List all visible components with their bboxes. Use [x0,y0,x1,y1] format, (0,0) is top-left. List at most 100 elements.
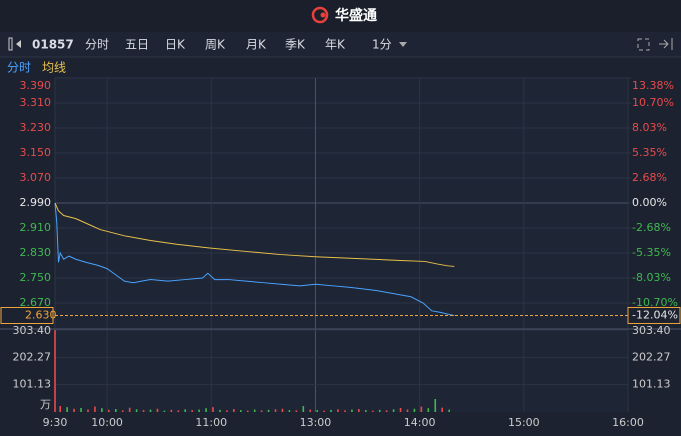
current-pct-box [627,306,681,324]
volume-bar [441,407,444,412]
y2-tick-label: -5.35% [632,246,671,259]
y-tick-label: 3.390 [20,79,52,92]
volume-bar [274,409,277,412]
tab[interactable]: 月K [246,38,267,52]
volume-bar [316,410,318,412]
stock-code: 01857 [32,38,74,52]
y-tick-label: 3.230 [20,121,52,134]
line-series [54,202,455,316]
y2-tick-label: 10.70% [632,96,674,109]
volume-bar [212,407,214,412]
current-price-box [0,307,54,324]
y-tick-label: 3.070 [20,171,52,184]
volume-bar [205,408,207,412]
volume-bar [163,410,166,412]
expand-icon[interactable] [659,38,673,50]
toolbar [0,32,681,57]
volume-bar [406,409,409,412]
volume-bar [295,410,298,412]
volume-bar [351,409,353,412]
volume-bar [66,407,68,412]
volume-bar [219,409,221,412]
y2-tick-label: -2.68% [632,221,671,234]
tab[interactable]: 周K [205,38,226,52]
y-tick-label: 3.150 [20,146,52,159]
y-tick-label: 2.910 [20,221,52,234]
y2-tick-label: 2.68% [632,171,667,184]
y-tick-label: 3.310 [20,96,52,109]
volume-bar [371,410,374,412]
tab[interactable]: 五日 [125,38,149,52]
legend-avg: 均线 [42,61,66,75]
volume-bar [73,408,75,412]
volume-bar [267,409,270,412]
volume-bar [226,410,228,412]
x-tick-label: 13:00 [300,416,332,429]
tab[interactable]: 分时 [85,38,109,52]
current-price-label: 2.630 [25,309,57,322]
x-tick-label: 10:00 [91,416,123,429]
x-tick-label: 9:30 [43,416,68,429]
volume-bar [59,406,62,412]
volume-tick-label: 303.40 [632,324,671,337]
logo [311,6,329,24]
volume-bar [94,406,96,412]
volume-bar [135,409,138,412]
dropdown-arrow[interactable] [399,42,407,47]
volume-bar [114,409,117,412]
volume-tick-label: 303.40 [13,324,52,337]
volume-bar [378,409,381,412]
current-pct-label: -12.04% [632,308,678,321]
y-tick-label: 2.670 [20,296,52,309]
volume-bar [177,410,180,412]
logo-dot [320,12,326,18]
tab[interactable]: 年K [325,38,346,52]
y2-tick-label: 13.38% [632,79,674,92]
volume-bar [246,410,249,412]
volume-bar [149,409,152,412]
volume-bar [399,407,402,412]
volume-bar [260,410,263,412]
volume-bar [420,406,423,412]
period-select[interactable]: 1分 [372,38,392,52]
y2-tick-label: 8.03% [632,121,667,134]
collapse-arrow[interactable] [16,40,21,48]
x-tick-label: 14:00 [404,416,436,429]
y2-tick-label: 5.35% [632,146,667,159]
y2-tick-label: -8.03% [632,271,671,284]
y-tick-label: 2.990 [20,196,52,209]
volume-bar [302,406,305,412]
collapse-icon[interactable] [8,37,13,51]
volume-bar [184,409,187,412]
tab[interactable]: 季K [285,38,306,52]
volume-bar [253,409,256,412]
x-tick-label: 16:00 [612,416,644,429]
volume-tick-label: 101.13 [13,378,52,391]
line-series [54,202,455,267]
plot-area [55,78,628,412]
x-tick-label: 15:00 [508,416,540,429]
volume-bar [80,407,82,412]
volume-bar [108,409,110,412]
volume-tick-label: 202.27 [632,350,671,363]
volume-bar [198,409,200,412]
volume-bar [170,409,173,412]
volume-bar [191,410,193,412]
y2-tick-label: -10.70% [632,296,678,309]
volume-tick-label: 202.27 [13,350,52,363]
volume-bar [128,407,131,412]
volume-bar [142,410,145,412]
volume-bar [309,409,312,412]
app-title: 华盛通 [335,7,377,24]
volume-tick-label: 101.13 [632,378,671,391]
volume-bar [392,409,395,412]
volume-bar [434,399,437,412]
tab[interactable]: 日K [165,38,186,52]
fullscreen-icon[interactable] [637,38,650,51]
volume-bar [87,409,89,412]
volume-bar [239,410,242,412]
volume-bar [427,408,430,412]
volume-bar [288,410,291,412]
volume-bar [330,409,332,412]
